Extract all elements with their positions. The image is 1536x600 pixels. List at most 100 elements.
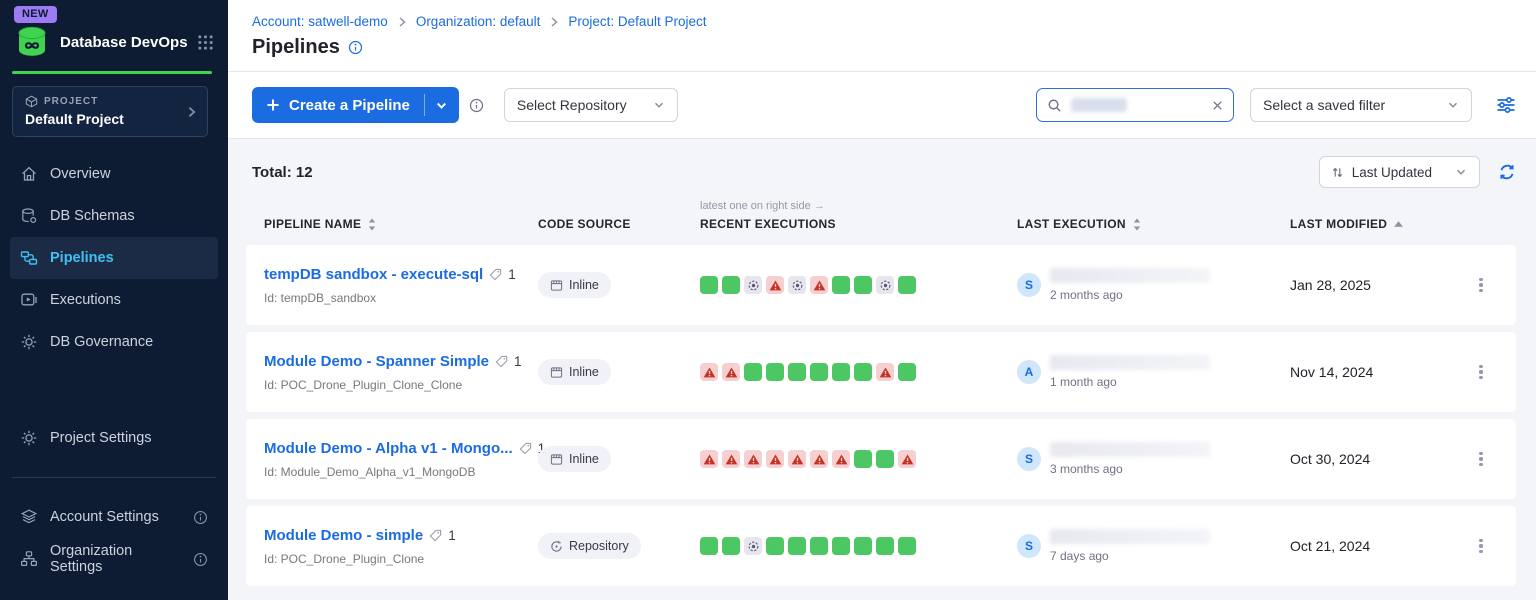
sidebar-item-overview[interactable]: Overview	[10, 153, 218, 195]
execution-square-failed[interactable]	[810, 450, 828, 468]
execution-square-failed[interactable]	[722, 450, 740, 468]
execution-square-failed[interactable]	[810, 276, 828, 294]
clear-search-icon[interactable]	[1212, 100, 1223, 111]
search-input[interactable]	[1036, 88, 1234, 122]
info-icon[interactable]	[348, 40, 363, 55]
execution-square-aborted[interactable]	[876, 276, 894, 294]
select-repository-dropdown[interactable]: Select Repository	[503, 88, 678, 122]
sort-dropdown[interactable]: Last Updated	[1318, 156, 1480, 188]
pipeline-list-section: Total: 12 Last Updated	[228, 152, 1536, 586]
execution-square-success[interactable]	[854, 537, 872, 555]
execution-square-success[interactable]	[832, 363, 850, 381]
execution-square-failed[interactable]	[766, 276, 784, 294]
sort-updown-icon[interactable]	[368, 218, 376, 231]
sidebar: NEW Database DevOps	[0, 0, 228, 600]
column-header-last-modified[interactable]: LAST MODIFIED	[1290, 217, 1468, 231]
code-source-badge: Inline	[538, 272, 611, 298]
info-icon[interactable]	[193, 510, 208, 525]
pipeline-name-link[interactable]: tempDB sandbox - execute-sql	[264, 265, 484, 283]
column-header-last-execution[interactable]: LAST EXECUTION	[1017, 217, 1290, 231]
execution-square-success[interactable]	[810, 363, 828, 381]
saved-filter-dropdown[interactable]: Select a saved filter	[1250, 88, 1472, 122]
app-switcher-icon[interactable]	[197, 34, 214, 51]
execution-square-success[interactable]	[876, 537, 894, 555]
execution-square-failed[interactable]	[700, 450, 718, 468]
execution-square-failed[interactable]	[832, 450, 850, 468]
execution-square-success[interactable]	[898, 276, 916, 294]
column-header-pipeline-name[interactable]: PIPELINE NAME	[264, 217, 538, 231]
avatar: S	[1017, 534, 1041, 558]
sidebar-item-db-governance[interactable]: DB Governance	[10, 321, 218, 363]
execution-square-success[interactable]	[788, 537, 806, 555]
execution-square-success[interactable]	[788, 363, 806, 381]
kebab-menu-icon[interactable]	[1468, 446, 1494, 472]
last-execution-time: 1 month ago	[1050, 375, 1117, 389]
create-pipeline-button[interactable]: Create a Pipeline	[252, 87, 459, 123]
sidebar-item-label: DB Schemas	[50, 208, 135, 224]
execution-square-success[interactable]	[854, 450, 872, 468]
execution-square-failed[interactable]	[788, 450, 806, 468]
tag-icon	[519, 442, 532, 455]
execution-square-aborted[interactable]	[744, 537, 762, 555]
execution-square-success[interactable]	[700, 537, 718, 555]
execution-square-success[interactable]	[700, 276, 718, 294]
select-repository-label: Select Repository	[516, 97, 627, 113]
table-header: PIPELINE NAME CODE SOURCE latest one on …	[246, 192, 1516, 245]
sidebar-item-account-settings[interactable]: Account Settings	[10, 496, 218, 538]
execution-square-success[interactable]	[810, 537, 828, 555]
sidebar-item-project-settings[interactable]: Project Settings	[10, 417, 218, 459]
sidebar-item-db-schemas[interactable]: DB Schemas	[10, 195, 218, 237]
execution-square-success[interactable]	[766, 363, 784, 381]
kebab-menu-icon[interactable]	[1468, 533, 1494, 559]
project-selector[interactable]: PROJECT Default Project	[12, 86, 208, 137]
execution-square-success[interactable]	[854, 276, 872, 294]
filter-sliders-icon[interactable]	[1496, 95, 1516, 115]
execution-square-failed[interactable]	[700, 363, 718, 381]
last-modified-cell: Jan 28, 2025	[1290, 277, 1371, 293]
execution-square-success[interactable]	[832, 276, 850, 294]
refresh-icon[interactable]	[1498, 163, 1516, 181]
execution-square-success[interactable]	[854, 363, 872, 381]
execution-square-aborted[interactable]	[744, 276, 762, 294]
tag-count: 1	[448, 527, 456, 543]
sidebar-item-executions[interactable]: Executions	[10, 279, 218, 321]
breadcrumb-link[interactable]: Project: Default Project	[568, 14, 707, 29]
execution-square-aborted[interactable]	[788, 276, 806, 294]
redacted-user-name	[1050, 442, 1210, 457]
execution-square-success[interactable]	[876, 450, 894, 468]
execution-square-success[interactable]	[898, 363, 916, 381]
pipeline-name-row: Module Demo - Spanner Simple 1	[264, 353, 538, 370]
breadcrumb-link[interactable]: Account: satwell-demo	[252, 14, 388, 29]
sidebar-item-organization-settings[interactable]: Organization Settings	[10, 538, 218, 580]
pipeline-name-link[interactable]: Module Demo - Spanner Simple	[264, 352, 490, 370]
last-execution-details: 3 months ago	[1050, 442, 1210, 476]
execution-square-failed[interactable]	[766, 450, 784, 468]
execution-square-success[interactable]	[722, 276, 740, 294]
brand-divider	[12, 71, 212, 74]
execution-square-success[interactable]	[832, 537, 850, 555]
execution-square-failed[interactable]	[744, 450, 762, 468]
info-icon[interactable]	[193, 552, 208, 567]
column-header-code-source: CODE SOURCE	[538, 217, 700, 231]
create-pipeline-caret-button[interactable]	[425, 99, 459, 112]
execution-square-success[interactable]	[766, 537, 784, 555]
sidebar-menu: Overview DB Schemas Pipelines Executions DB …	[0, 153, 228, 363]
code-source-label: Repository	[569, 539, 629, 553]
sidebar-item-pipelines[interactable]: Pipelines	[10, 237, 218, 279]
breadcrumb-link[interactable]: Organization: default	[415, 14, 541, 29]
execution-square-success[interactable]	[744, 363, 762, 381]
pipeline-name-link[interactable]: Module Demo - Alpha v1 - Mongo...	[264, 439, 513, 457]
toolbar: Create a Pipeline Select Repository	[228, 72, 1536, 139]
execution-square-failed[interactable]	[898, 450, 916, 468]
execution-square-failed[interactable]	[876, 363, 894, 381]
kebab-menu-icon[interactable]	[1468, 272, 1494, 298]
execution-square-success[interactable]	[722, 537, 740, 555]
info-icon[interactable]	[469, 98, 484, 113]
pipeline-name-link[interactable]: Module Demo - simple	[264, 526, 424, 544]
menu-gap	[0, 363, 228, 401]
execution-square-failed[interactable]	[722, 363, 740, 381]
kebab-menu-icon[interactable]	[1468, 359, 1494, 385]
sort-updown-icon[interactable]	[1133, 218, 1141, 231]
pipeline-id: Id: POC_Drone_Plugin_Clone	[264, 551, 425, 566]
execution-square-success[interactable]	[898, 537, 916, 555]
